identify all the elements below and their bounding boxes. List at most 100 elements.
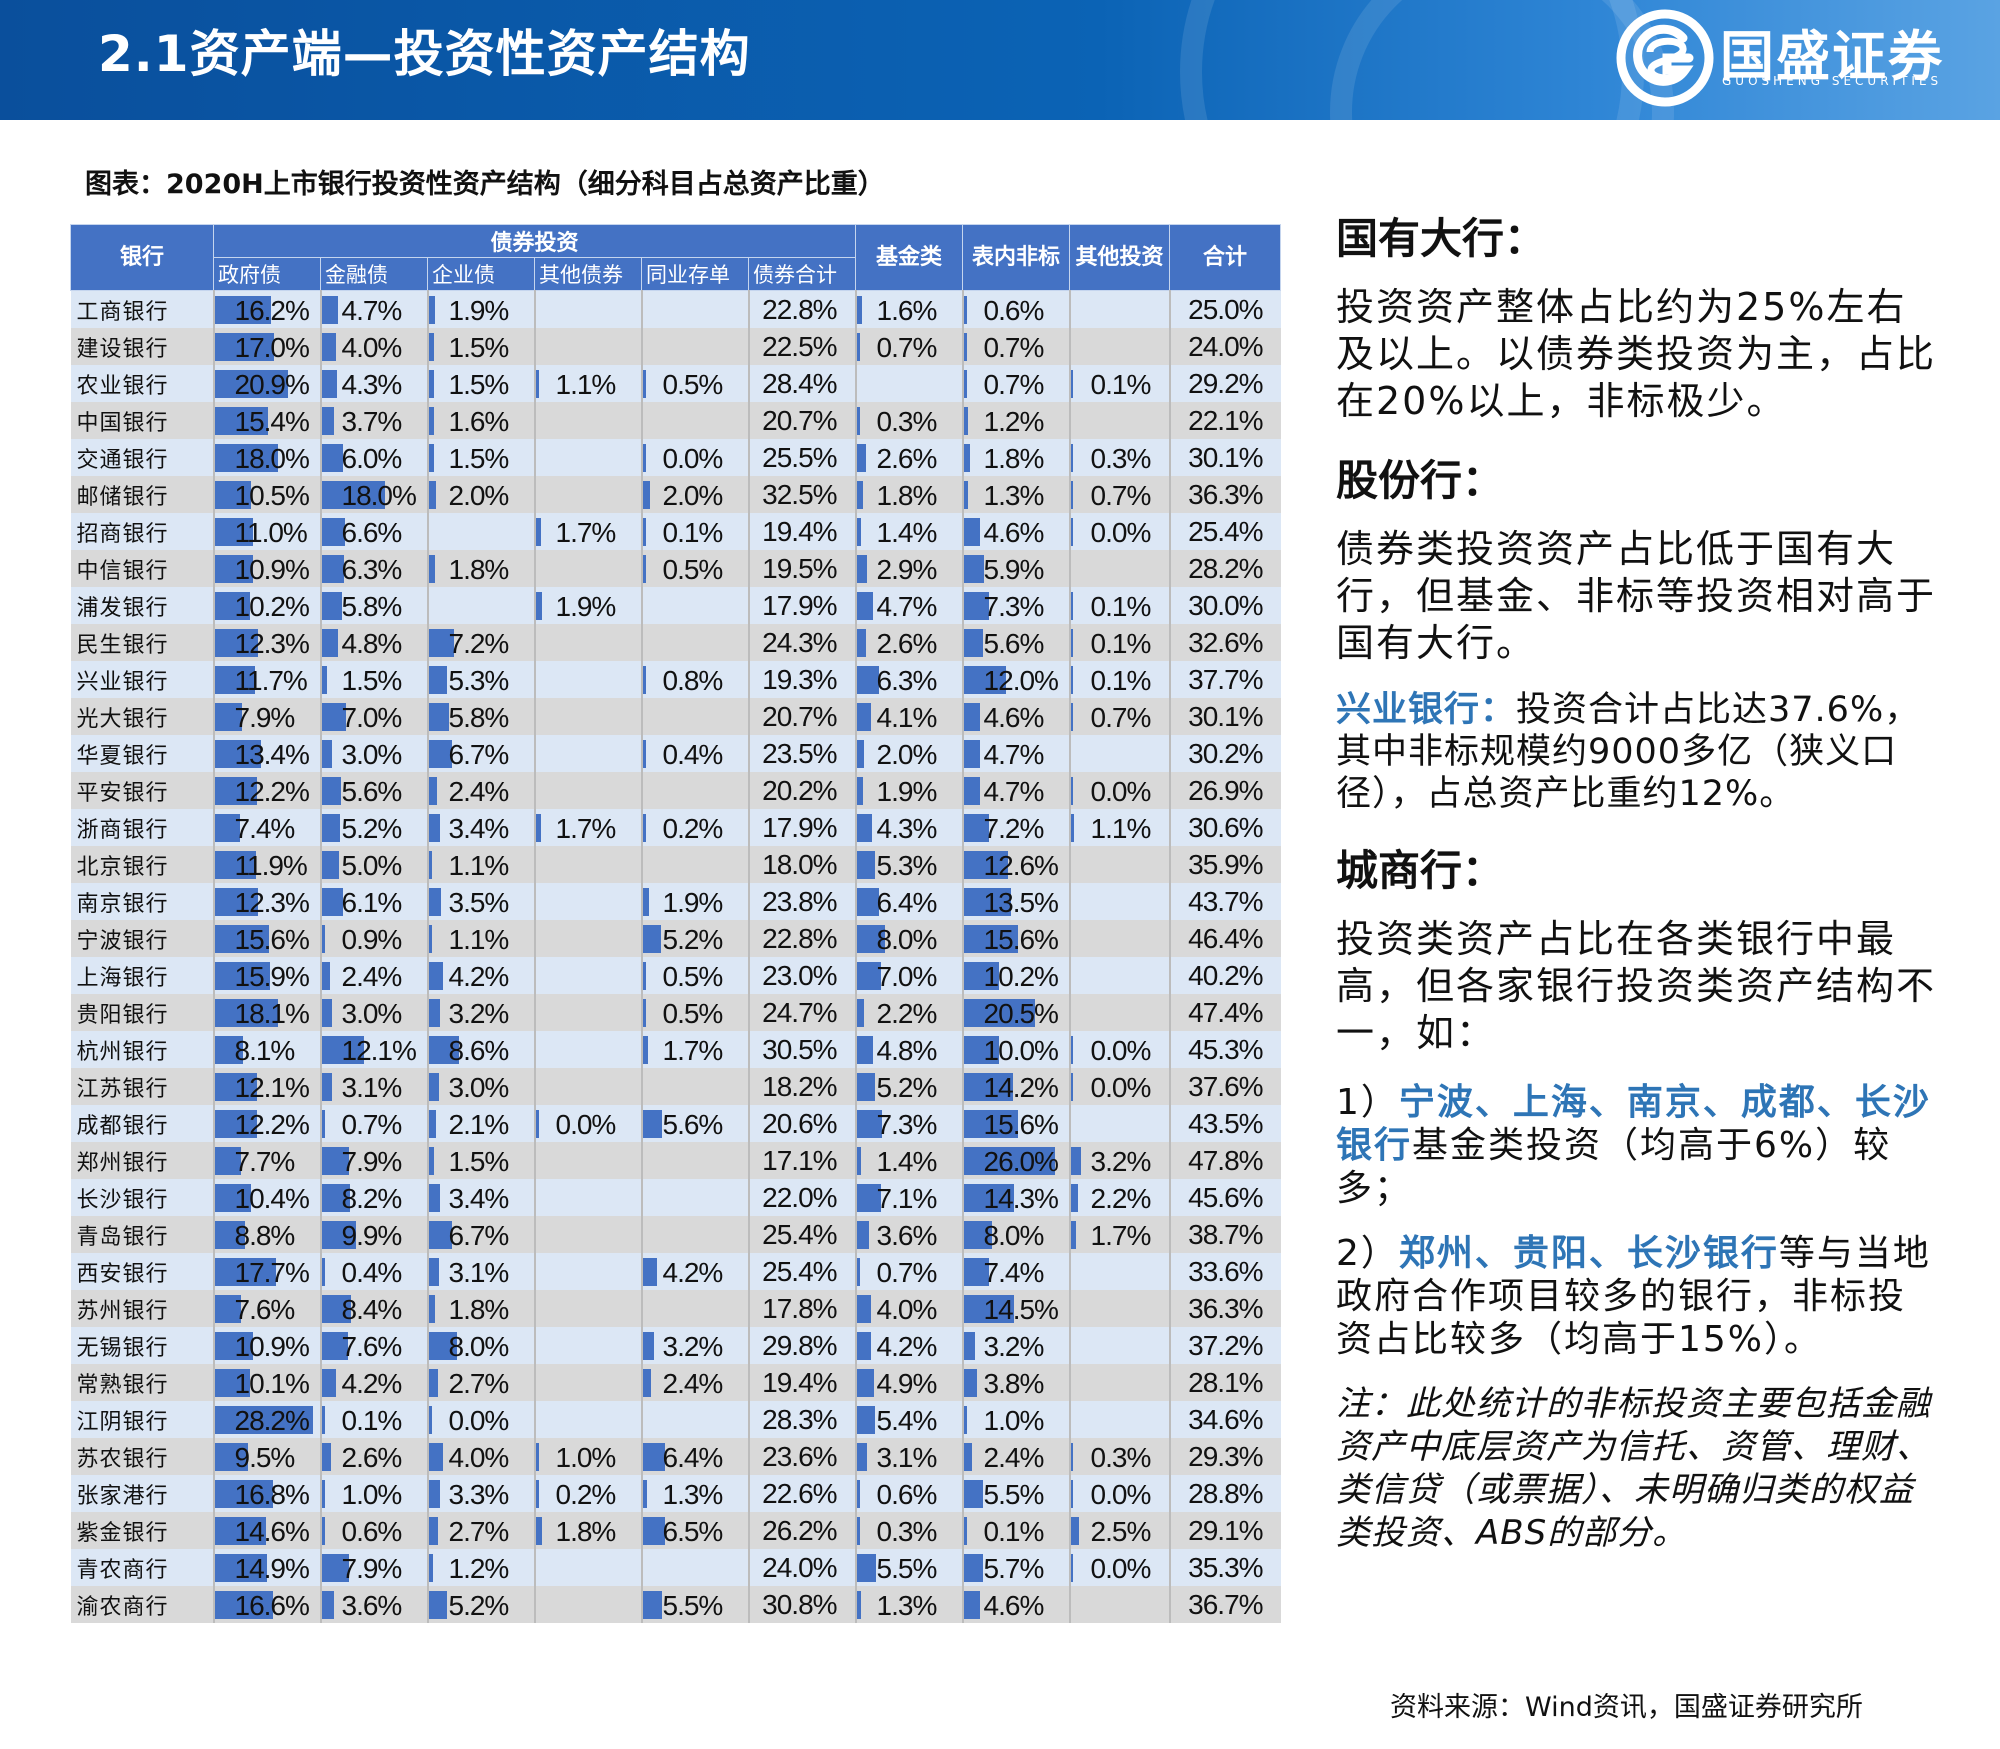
nonstd-cell: 10.0% [961, 1031, 1070, 1068]
other-cell: 0.1% [1068, 587, 1170, 624]
corp-cell: 0.0% [426, 1401, 535, 1438]
nonstd-cell: 3.8% [961, 1364, 1070, 1401]
fund-value: 0.3% [876, 1516, 938, 1547]
nonstd-cell: 14.3% [961, 1179, 1070, 1216]
nonstd-value: 26.0% [983, 1146, 1059, 1177]
ncd-bar [642, 1443, 665, 1471]
bank-name-cell: 渝农商行 [70, 1586, 214, 1623]
gov-bar [214, 1258, 277, 1286]
oth_bond-cell [533, 698, 642, 735]
gov-bar [214, 444, 278, 472]
fin-cell: 6.0% [319, 439, 428, 476]
table-row: 华夏银行 13.4% 3.0% 6.7% 0.4% 23.5% 2.0% 4.7% 30.2% [70, 735, 1281, 772]
nonstd-value: 5.9% [983, 554, 1045, 585]
corp-cell: 3.4% [426, 809, 535, 846]
table-row: 张家港行 16.8% 1.0% 3.3% 0.2% 1.3% 22.6% 0.6% 5.5% 0.… [70, 1475, 1281, 1512]
oth_bond-bar [535, 518, 542, 546]
ncd-bar [642, 1369, 651, 1397]
nonstd-value: 4.6% [983, 702, 1045, 733]
ncd-cell [640, 328, 749, 365]
oth_bond-cell: 1.1% [533, 365, 642, 402]
nonstd-cell: 5.6% [961, 624, 1070, 661]
industrial-bank-text: 投资合计占比达37.6%，其中非标规模约9000多亿（狭义口径），占总资产比重约… [1336, 690, 1921, 814]
corp-cell: 6.7% [426, 735, 535, 772]
table-row: 浙商银行 7.4% 5.2% 3.4% 1.7% 0.2% 17.9% 4.3% 7.2% 1.1… [70, 809, 1281, 846]
nonstd-value: 12.6% [983, 850, 1059, 881]
other-value: 2.5% [1090, 1516, 1152, 1547]
oth_bond-cell [533, 402, 642, 439]
oth_bond-cell [533, 772, 642, 809]
total-cell: 46.4% [1168, 920, 1281, 957]
fund-cell: 7.0% [854, 957, 963, 994]
fund-cell: 1.8% [854, 476, 963, 513]
fund-bar [856, 1221, 870, 1249]
oth_bond-value: 1.7% [555, 813, 617, 844]
fin-cell: 18.0% [319, 476, 428, 513]
fund-bar [856, 1591, 862, 1619]
table-row: 中信银行 10.9% 6.3% 1.8% 0.5% 19.5% 2.9% 5.9% 28.2% [70, 550, 1281, 587]
oth_bond-value: 1.0% [555, 1442, 617, 1473]
corp-value: 1.8% [448, 1294, 510, 1325]
fin-bar [321, 592, 342, 620]
nonstd-value: 14.2% [983, 1072, 1059, 1103]
oth_bond-cell: 1.7% [533, 513, 642, 550]
fund-cell: 4.8% [854, 1031, 963, 1068]
gov-bar [214, 333, 274, 361]
fund-value: 3.1% [876, 1442, 938, 1473]
fund-bar [856, 1073, 875, 1101]
ncd-bar [642, 1591, 662, 1619]
other-bar [1070, 703, 1074, 731]
highlight-industrial-bank: 兴业银行： [1336, 690, 1517, 730]
fin-value: 18.0% [341, 480, 417, 511]
gov-cell: 12.2% [212, 772, 321, 809]
bank-name-cell: 农业银行 [70, 365, 214, 402]
gov-value: 12.3% [234, 628, 310, 659]
nonstd-value: 4.6% [983, 517, 1045, 548]
bank-name-cell: 中信银行 [70, 550, 214, 587]
gov-bar [214, 1369, 250, 1397]
gov-bar [214, 481, 252, 509]
oth_bond-cell [533, 846, 642, 883]
fund-cell: 5.2% [854, 1068, 963, 1105]
fin-value: 3.0% [341, 739, 403, 770]
gov-value: 8.8% [234, 1220, 296, 1251]
other-cell: 0.3% [1068, 439, 1170, 476]
ncd-cell [640, 587, 749, 624]
fin-cell: 2.6% [319, 1438, 428, 1475]
point-one: 1）宁波、上海、南京、成都、长沙银行基金类投资（均高于6%）较多； [1336, 1081, 1936, 1210]
fin-value: 3.7% [341, 406, 403, 437]
fin-cell: 7.9% [319, 1142, 428, 1179]
ncd-bar [642, 1110, 663, 1138]
other-value: 1.1% [1090, 813, 1152, 844]
nonstd-bar [963, 1591, 980, 1619]
fund-bar [856, 1443, 868, 1471]
other-cell [1068, 883, 1170, 920]
corp-bar [428, 1110, 436, 1138]
corp-cell: 2.7% [426, 1512, 535, 1549]
ncd-cell [640, 1179, 749, 1216]
ncd-cell: 6.5% [640, 1512, 749, 1549]
gov-value: 10.2% [234, 591, 310, 622]
fund-cell: 4.7% [854, 587, 963, 624]
point-two-highlight: 郑州、贵阳、长沙银行 [1398, 1233, 1779, 1274]
nonstd-value: 1.2% [983, 406, 1045, 437]
bank-name-cell: 西安银行 [70, 1253, 214, 1290]
corp-bar [428, 925, 433, 953]
corp-value: 2.1% [448, 1109, 510, 1140]
other-cell: 0.1% [1068, 624, 1170, 661]
nonstd-bar [963, 1554, 984, 1582]
other-bar [1070, 1554, 1074, 1582]
bank-name-cell: 宁波银行 [70, 920, 214, 957]
ncd-cell: 1.7% [640, 1031, 749, 1068]
bond_total-cell: 30.5% [747, 1031, 856, 1068]
section-body-joint-stock: 债券类投资资产占比低于国有大行，但基金、非标等投资相对高于国有大行。 [1336, 527, 1937, 665]
other-bar [1070, 1147, 1081, 1175]
nonstd-value: 4.7% [983, 776, 1045, 807]
table-row: 杭州银行 8.1% 12.1% 8.6% 1.7% 30.5% 4.8% 10.0% 0.0% 4… [70, 1031, 1281, 1068]
ncd-cell: 0.5% [640, 994, 749, 1031]
ncd-cell: 0.5% [640, 365, 749, 402]
bank-name-cell: 浦发银行 [70, 587, 214, 624]
fund-value: 4.2% [876, 1331, 938, 1362]
bond_total-cell: 24.0% [747, 1549, 856, 1586]
fin-bar [321, 999, 332, 1027]
